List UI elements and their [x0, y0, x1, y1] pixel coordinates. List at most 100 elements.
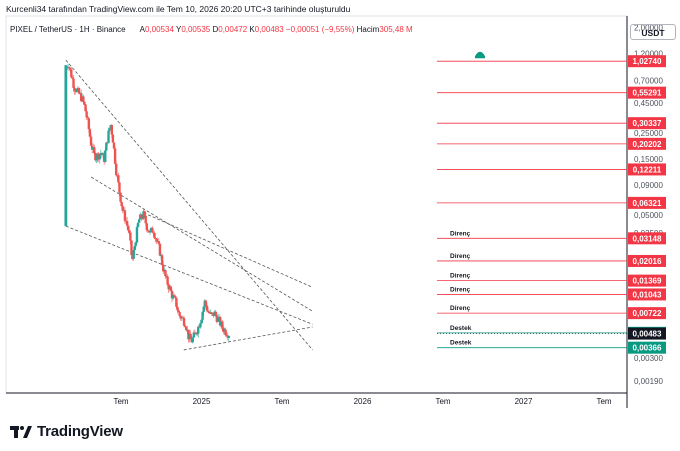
plot-frame [5, 15, 628, 394]
candle-body [205, 305, 209, 311]
candle-body [111, 134, 115, 143]
candle-body [201, 312, 204, 320]
alien-icon [475, 51, 485, 59]
candle-body [72, 78, 75, 88]
price-badge-label: 1,02740 [633, 57, 662, 66]
candle-body [176, 306, 179, 311]
candle-body [224, 329, 227, 336]
candle-body [89, 136, 93, 146]
volume-label: Hacim [356, 25, 380, 34]
level-annotation: Direnç [450, 305, 471, 312]
candle-body [170, 290, 174, 299]
candle-body [95, 158, 98, 161]
price-badge-label: 0,12211 [633, 165, 662, 174]
candle-body [154, 238, 157, 240]
price-badge [628, 274, 666, 287]
y-tick-label: 0,00190 [634, 377, 663, 386]
candle-body [191, 337, 194, 343]
x-tick-label: 2025 [193, 397, 211, 406]
symbol-title[interactable]: PIXEL / TetherUS · 1H · Binance [10, 25, 126, 34]
candle-body [83, 101, 86, 105]
price-badge-label: 0,00722 [633, 309, 662, 318]
candle-body [98, 154, 101, 160]
low-label: D [212, 25, 219, 34]
candle-body [179, 315, 182, 319]
close-value: 0,00483 [254, 25, 284, 34]
candle-body [121, 206, 124, 211]
candle-body [204, 300, 208, 306]
candle-body [86, 117, 89, 119]
y-tick-label: 0,45000 [634, 99, 663, 108]
price-badge-label: 0,30337 [633, 119, 662, 128]
level-annotation: Direnç [450, 253, 471, 260]
y-tick-label: 2,00000 [634, 23, 663, 32]
candle-body [169, 286, 173, 291]
candle-body [88, 129, 92, 137]
close-label: K [249, 25, 255, 34]
candle-body [145, 223, 149, 231]
candle-body [120, 201, 123, 207]
volume-value: 305,48 M [379, 25, 413, 34]
candle-body [135, 226, 139, 243]
y-tick-label: 0,70000 [634, 77, 663, 86]
candle-body [127, 225, 130, 231]
candle-body [195, 333, 199, 335]
currency-button[interactable]: USDT [630, 24, 676, 40]
candle-body [152, 232, 155, 234]
price-badge-label: 0,00483 [633, 330, 662, 339]
trend-line [91, 176, 313, 312]
y-tick-label: 0,09000 [634, 181, 663, 190]
candle-body [178, 312, 181, 316]
level-annotation: Direnç [450, 273, 471, 280]
level-annotation: Direnç [450, 286, 471, 293]
price-badge-label: 0,01369 [633, 277, 662, 286]
level-annotation: Direnç [450, 230, 471, 237]
candle-body [214, 311, 217, 316]
candle-body [166, 276, 169, 285]
price-badge-label: 0,00366 [633, 344, 662, 353]
price-badge [628, 232, 666, 245]
x-tick-label: Tem [596, 397, 611, 406]
low-value: 0,00472 [218, 25, 248, 34]
candle-body [216, 317, 220, 322]
level-annotation: Destek [450, 340, 472, 347]
candle-body [69, 67, 72, 70]
candle-body [75, 89, 78, 92]
candle-body [182, 317, 186, 326]
candle-body [85, 111, 88, 118]
candle-body [112, 142, 116, 149]
price-badge [628, 341, 666, 354]
candle-body [82, 96, 85, 102]
listing-candle [64, 65, 68, 227]
candle-body [70, 69, 73, 78]
high-label: Y [175, 25, 182, 34]
price-badge-label: 0,20202 [633, 140, 662, 149]
candle-body [118, 182, 121, 193]
candle-body [137, 219, 141, 223]
candle-body [146, 230, 150, 232]
footer-brand: TradingView [10, 423, 123, 440]
candle-body [136, 222, 140, 227]
brand-name: TradingView [37, 423, 123, 440]
candle-body [192, 332, 196, 338]
price-badge-label: 0,02016 [633, 257, 662, 266]
price-badge [628, 288, 666, 301]
price-badge-label: 0,03148 [633, 234, 662, 243]
candle-body [93, 147, 96, 154]
candle-body [117, 175, 120, 183]
candle-body [140, 214, 143, 219]
high-value: 0,00535 [181, 25, 211, 34]
price-badge-label: 0,55291 [633, 89, 662, 98]
candle-body [94, 153, 97, 161]
y-tick-label: 0,00300 [634, 354, 663, 363]
candle-body [174, 296, 177, 298]
price-badge [628, 327, 666, 340]
candle-body [151, 227, 154, 233]
x-tick-label: 2027 [515, 397, 533, 406]
candle-body [199, 323, 202, 328]
candle-body [218, 316, 222, 326]
candle-body [206, 310, 210, 312]
candle-body [84, 104, 87, 112]
candle-body [225, 335, 228, 337]
